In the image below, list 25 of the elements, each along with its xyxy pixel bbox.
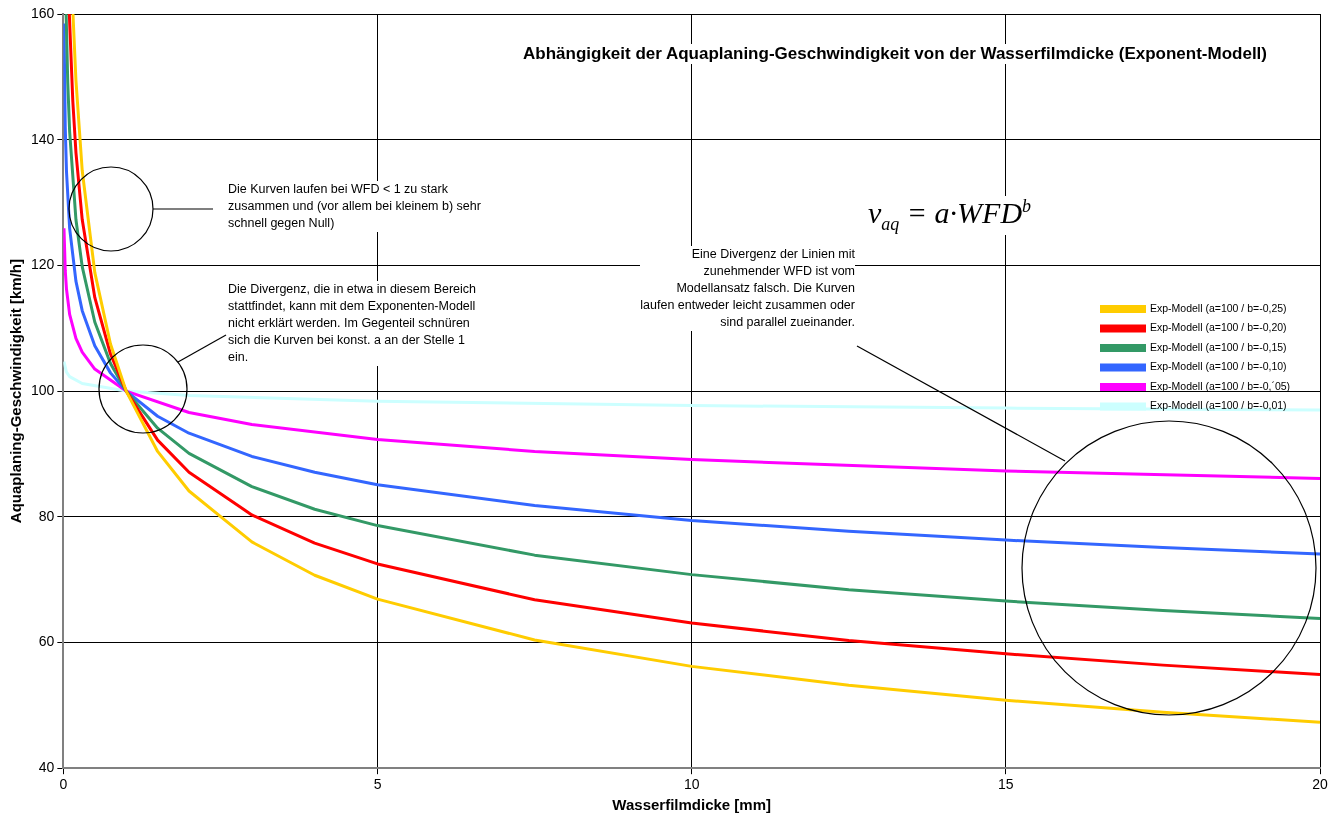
x-axis-title: Wasserfilmdicke [mm] [612,796,772,814]
y-tick-label: 100 [31,381,55,398]
annotation: Die Kurven laufen bei WFD < 1 zu stark zusammen und (vor allem bei kleinem b) sehr schnell gegen Null) [228,181,493,232]
text: Abhängigkeit der Aquaplaning-Geschwindigkeit von der Wasserfilmdicke (Exponent-Modell) [523,44,1267,64]
annotation: Die Divergenz, die in etwa in diesem Bereich stattfindet, kann mit dem Exponenten-Modell nicht erklärt werden. Im Gegenteil schnüren sich die Kurven bei konst. a an der Stelle 1 ein. [228,281,478,366]
y-tick-label: 160 [31,4,55,21]
y-tick-label: 40 [38,759,55,776]
legend-label: Exp-Modell (a=100 / b=-0,´05) [1150,379,1291,392]
x-tick-label: 5 [373,776,382,793]
legend-label: Exp-Modell (a=100 / b=-0,10) [1150,360,1287,373]
x-tick-label: 10 [683,776,700,793]
legend-label: Exp-Modell (a=100 / b=-0,20) [1150,321,1287,334]
x-tick-label: 20 [1312,776,1328,793]
legend-label: Exp-Modell (a=100 / b=-0,25) [1150,301,1287,314]
x-tick-label: 0 [59,776,68,793]
y-tick-label: 80 [38,507,55,524]
legend-label: Exp-Modell (a=100 / b=-0,15) [1150,340,1287,353]
x-tick-label: 15 [998,776,1014,793]
y-tick-label: 120 [31,256,55,273]
y-tick-label: 140 [31,130,55,147]
annotation: Eine Divergenz der Linien mit zunehmender WFD ist vom Modellansatz falsch. Die Kurven laufen entweder leicht zusammen oder sind parallel zueinander. [640,246,855,331]
legend-label: Exp-Modell (a=100 / b=-0,01) [1150,399,1287,412]
annotation: v$_{aq}$ = a·WFD$^{b}$ [868,196,1032,235]
y-axis-title: Aquaplaning-Geschwindigkeit [km/h] [7,259,25,524]
y-tick-label: 60 [38,633,55,650]
